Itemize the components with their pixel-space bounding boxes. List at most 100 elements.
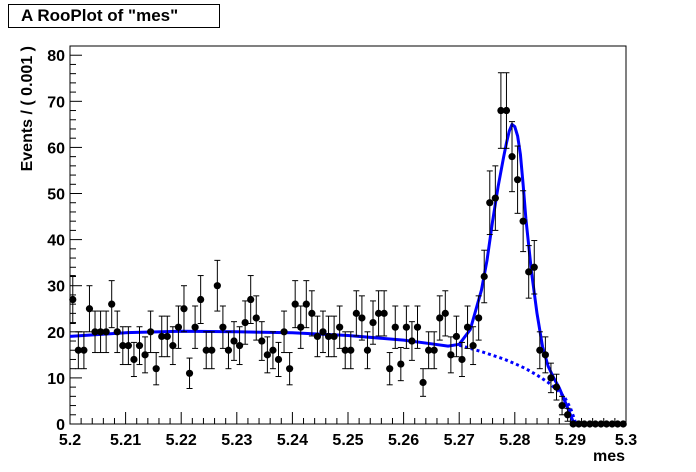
data-point (547, 374, 555, 382)
data-point (197, 295, 205, 304)
data-point (141, 351, 149, 359)
data-point (536, 346, 544, 354)
y-tick-label: 50 (47, 187, 65, 204)
data-point (80, 346, 88, 354)
data-point (530, 263, 538, 271)
data-point (174, 323, 183, 331)
data-point (480, 272, 488, 281)
plot-title: A RooPlot of "mes" (21, 6, 179, 25)
data-point (319, 328, 327, 336)
data-point (119, 342, 127, 350)
data-point (330, 332, 338, 341)
data-point (230, 337, 238, 345)
data-point (213, 282, 221, 290)
data-point (386, 365, 394, 373)
tick-labels: 5.2 5.21 5.22 5.23 5.24 5.25 5.26 5.27 5.28 5.29 5… (47, 48, 637, 449)
data-points-layer (69, 72, 627, 428)
data-point (113, 328, 121, 336)
data-point (391, 323, 399, 331)
data-point (591, 420, 600, 428)
data-point (208, 346, 216, 354)
data-point (452, 332, 461, 341)
data-point (191, 323, 199, 331)
data-point (369, 318, 377, 327)
data-point (597, 420, 605, 428)
x-tick-label: 5.3 (615, 432, 637, 449)
data-point (324, 332, 333, 341)
data-point (219, 323, 227, 331)
data-point (608, 420, 616, 428)
data-point (419, 378, 427, 387)
y-tick-label: 30 (47, 279, 65, 296)
y-tick-label: 60 (47, 140, 65, 157)
x-tick-label: 5.24 (277, 432, 308, 449)
data-point (513, 176, 522, 184)
data-point (575, 420, 583, 428)
data-point (363, 346, 372, 354)
data-point (586, 420, 594, 428)
x-tick-label: 5.26 (388, 432, 419, 449)
data-point (258, 337, 266, 345)
background-fit-curve (458, 343, 578, 425)
data-point (602, 420, 611, 428)
data-point (274, 355, 283, 364)
data-point (91, 328, 99, 336)
data-point (235, 342, 244, 350)
data-point (108, 300, 116, 308)
data-point (341, 346, 349, 354)
data-point (263, 351, 271, 359)
data-point (297, 323, 305, 331)
data-point (541, 351, 549, 359)
data-point (580, 420, 588, 428)
data-point (430, 346, 438, 354)
x-tick-label: 5.21 (110, 432, 141, 449)
x-tick-label: 5.28 (499, 432, 530, 449)
data-point (413, 323, 422, 331)
data-point (169, 342, 177, 350)
x-tick-label: 5.29 (555, 432, 586, 449)
data-point (614, 420, 622, 428)
data-point (436, 314, 444, 322)
data-point (202, 346, 210, 354)
data-point (486, 199, 494, 207)
data-point (269, 346, 277, 354)
data-point (291, 300, 299, 308)
x-tick-label: 5.2 (59, 432, 81, 449)
data-point (463, 323, 472, 331)
data-point (247, 295, 255, 304)
data-point (147, 328, 155, 336)
data-point (280, 328, 288, 336)
data-point (519, 217, 527, 225)
data-point (308, 309, 316, 317)
data-point (347, 346, 355, 354)
data-point (441, 309, 449, 317)
data-point (525, 268, 533, 276)
data-point (402, 323, 410, 331)
data-point (397, 360, 405, 368)
x-tick-label: 5.23 (221, 432, 252, 449)
y-tick-label: 40 (47, 233, 65, 250)
y-axis-title: Events / ( 0.001 ) (19, 46, 36, 171)
data-point (558, 401, 566, 410)
data-point (491, 194, 499, 202)
data-point (152, 365, 160, 373)
data-point (286, 365, 294, 373)
data-point (502, 106, 511, 115)
data-point (96, 328, 105, 336)
x-tick-label: 5.22 (166, 432, 197, 449)
data-point (102, 328, 110, 336)
x-axis-title: mes (593, 448, 625, 465)
data-point (241, 318, 249, 327)
data-point (358, 314, 366, 322)
axis-ticks (69, 45, 627, 425)
data-point (408, 337, 416, 345)
data-point (85, 305, 94, 313)
y-tick-label: 0 (56, 417, 65, 434)
data-point (469, 342, 477, 350)
y-tick-label: 10 (47, 371, 65, 388)
data-point (252, 314, 260, 322)
data-point (475, 314, 483, 322)
data-point (135, 342, 144, 350)
data-point (552, 383, 561, 391)
